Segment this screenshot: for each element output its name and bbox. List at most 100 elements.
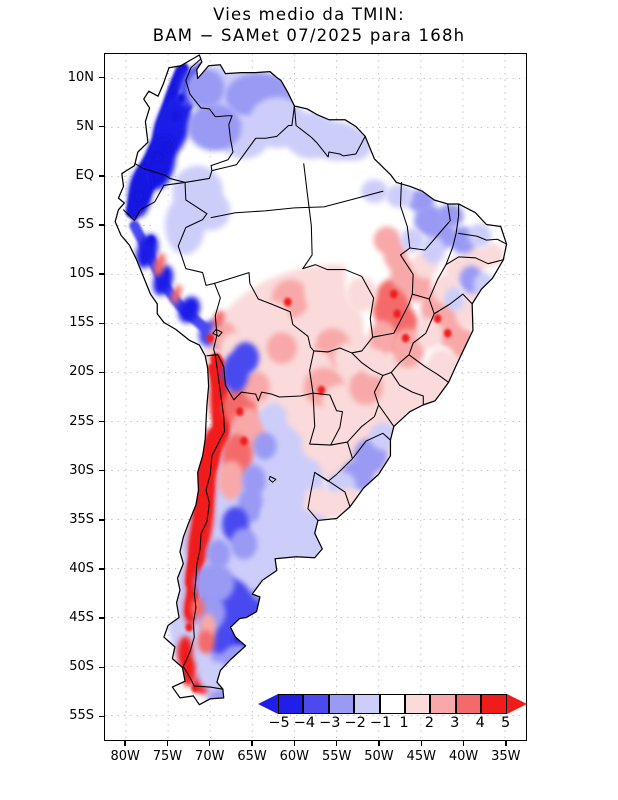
bias-blob [216,358,225,368]
x-axis-label: 75W [152,749,183,764]
colorbar-tick-label: 5 [500,715,511,731]
y-axis-tick [99,76,104,79]
colorbar-tick-label: 4 [475,715,485,731]
colorbar-cell [278,694,304,714]
border-line [309,392,343,446]
x-axis-label: 50W [364,749,394,764]
y-axis-label: 45S [69,610,94,626]
y-axis-tick [99,126,104,128]
title-line-2: BAM − SAMet 07/2025 para 168h [152,26,466,45]
border-line [206,354,216,357]
bias-blob [187,68,225,108]
y-axis-tick [99,470,104,472]
bias-blob [304,278,335,310]
chart-title: Vies medio da TMIN: BAM − SAMet 07/2025 … [0,4,618,46]
colorbar-tick-label: −2 [344,715,366,731]
bias-blob [415,317,443,349]
y-axis-tick [99,175,104,177]
border-line [390,371,424,406]
y-axis-label: EQ [75,167,94,183]
bias-blob [176,93,185,103]
border-line [122,181,186,222]
colorbar-tick-label: 3 [450,715,460,731]
border-line [433,293,473,315]
bias-blob [433,314,442,324]
border-line [177,181,216,286]
x-axis-tick [462,741,465,746]
bias-blob [194,563,235,603]
bias-blob [428,348,456,377]
x-axis-tick [420,741,422,746]
bias-blob [436,203,464,228]
bias-blob [206,333,215,343]
y-axis-tick [99,666,104,668]
bias-blob [190,191,231,231]
border-line [408,354,450,383]
colorbar-arrow-high [506,694,527,714]
bias-blob [253,432,277,460]
border-line [373,374,395,427]
y-axis-label: 5N [76,118,94,134]
y-axis-label: 5S [77,217,94,232]
y-axis-label: 55S [69,708,94,724]
bias-blob [360,348,388,377]
y-axis-label: 50S [69,659,94,675]
colorbar: −5 −4 −3 −2 −1 1 2 3 4 5 [258,694,527,731]
bias-blob [154,152,162,162]
bias-blob [235,407,244,417]
bias-blob [185,622,193,632]
x-axis-tick [505,741,507,746]
bias-blob [259,402,287,431]
y-axis-tick [99,420,104,423]
bias-blob [134,191,143,201]
colorbar-arrow-low [258,694,278,714]
bias-blob [230,528,258,560]
x-axis-label: 35W [491,749,521,764]
bias-blob [266,332,297,364]
x-axis-tick [335,741,338,746]
bias-blob [386,184,414,208]
bias-blob [369,422,397,450]
colorbar-cell [430,694,456,714]
bias-blob [178,296,201,323]
map-plot-area [104,53,527,741]
bias-blob [346,276,377,312]
border-line [214,354,314,402]
bias-blob [401,333,410,343]
bias-blob [393,309,401,319]
y-axis-label: 30S [69,462,94,478]
x-axis-label: 60W [279,749,310,764]
bias-blob [291,461,323,490]
colorbar-cell [405,694,431,714]
bias-blob [172,111,181,121]
bias-blob [188,518,209,570]
bias-blob [334,129,372,161]
border-line [351,293,435,376]
border-line [372,254,414,338]
colorbar-tick-label: −1 [369,715,392,731]
title-line-1: Vies medio da TMIN: [213,5,405,24]
y-axis-tick [99,519,104,521]
south-america-bias-map [105,54,526,740]
border-line [445,203,460,266]
x-axis-label: 65W [237,749,267,764]
bias-blob [240,436,248,446]
border-line [428,256,504,300]
x-axis-label: 55W [321,749,352,764]
bias-blob [317,385,326,395]
x-axis-tick [124,741,126,746]
bias-blob [400,228,425,252]
bias-blob [300,486,331,514]
y-axis-label: 40S [69,561,94,576]
x-axis-tick [209,741,211,746]
bias-blob [349,369,383,405]
border-line [212,328,223,337]
y-axis-label: 15S [69,315,94,331]
bias-blob [197,630,215,654]
border-line [409,203,451,251]
y-axis-tick [99,224,104,226]
border-line [268,475,277,483]
coastline [114,54,508,706]
bias-blob [187,103,242,152]
bias-blob [302,432,329,460]
